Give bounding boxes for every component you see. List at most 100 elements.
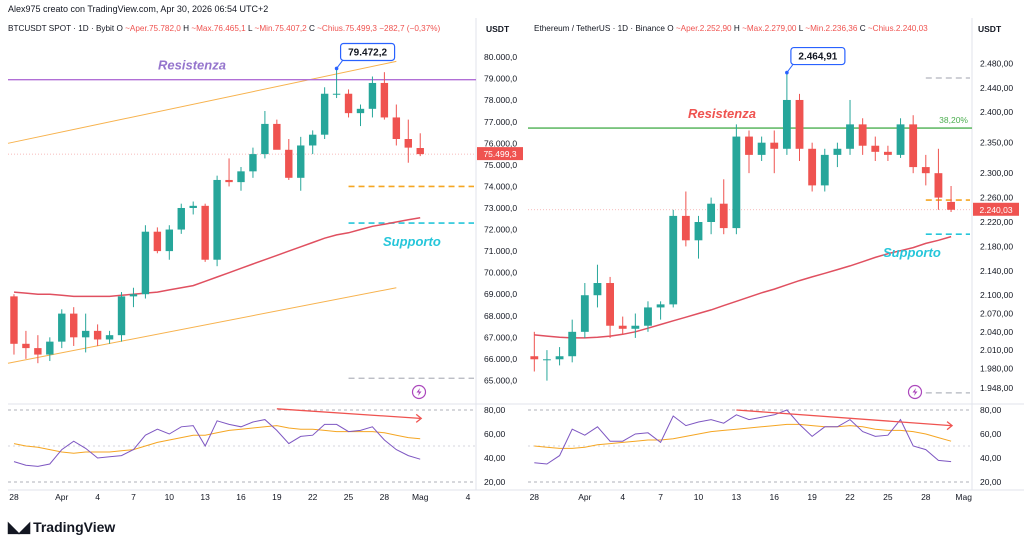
btc-resistance-label: Resistenza: [158, 58, 226, 73]
eth-price-tick: 2.400,00: [980, 107, 1013, 117]
btc-candle-body: [213, 179, 221, 260]
eth-candle: [719, 179, 728, 235]
btc-price-tag: [477, 147, 523, 161]
btc-time-tick: 28: [9, 492, 19, 502]
btc-candle: [261, 110, 269, 159]
eth-chart-pane[interactable]: Ethereum / TetherUS · 1D · Binance O ~Ap…: [528, 18, 1024, 502]
btc-candle-body: [81, 330, 90, 338]
eth-price-tick: 1.948,00: [980, 383, 1013, 393]
btc-candle-body: [117, 296, 126, 336]
btc-candle-body: [10, 296, 18, 344]
eth-candle-body: [694, 222, 703, 241]
brand-name: TradingView: [33, 519, 116, 535]
eth-legend: Ethereum / TetherUS · 1D · Binance O ~Ap…: [534, 24, 928, 33]
btc-callout-text: 79.472,2: [348, 47, 387, 58]
eth-candle-body: [846, 124, 854, 149]
btc-rsi-tick: 20,00: [484, 477, 506, 487]
btc-price-tick: 73.000,0: [484, 203, 517, 213]
eth-candle: [921, 154, 930, 186]
eth-candle: [858, 118, 867, 155]
eth-candle-body: [909, 124, 918, 168]
eth-candle: [618, 316, 627, 335]
eth-candle: [644, 301, 652, 332]
btc-rsi-tick: 40,00: [484, 453, 506, 463]
btc-rsi-tick: 60,00: [484, 429, 506, 439]
btc-price-tick: 65.000,0: [484, 375, 517, 385]
eth-candle: [568, 319, 577, 363]
btc-legend-low-label: L: [248, 24, 255, 33]
btc-lightning-icon: [411, 384, 427, 400]
eth-candle-body: [580, 295, 589, 332]
eth-time-tick: Apr: [578, 492, 591, 502]
eth-price-tick: 2.480,00: [980, 58, 1013, 68]
btc-candle-body: [273, 123, 281, 150]
btc-candle: [237, 167, 245, 191]
tradingview-logo-icon: ◣◢: [8, 519, 30, 536]
btc-price-tick: 75.000,0: [484, 160, 517, 170]
eth-candle-body: [808, 148, 817, 186]
eth-candle: [846, 99, 854, 155]
btc-time-tick: 19: [272, 492, 282, 502]
eth-candle: [833, 142, 842, 168]
eth-candle-body: [530, 356, 539, 360]
btc-candle-body: [380, 82, 389, 118]
eth-candle: [530, 331, 539, 372]
btc-rsi-line: [13, 419, 421, 467]
btc-candle-body: [308, 134, 317, 146]
eth-candle: [808, 142, 817, 192]
btc-lightning-glyph: [416, 388, 422, 396]
eth-support-label: Supporto: [883, 245, 941, 260]
btc-candle-body: [70, 313, 78, 338]
eth-time-tick: 28: [530, 492, 540, 502]
btc-candle-body: [285, 149, 293, 178]
eth-candle: [782, 72, 791, 155]
eth-legend-high: ~Max.2.279,00: [742, 24, 799, 33]
eth-time-tick: 22: [845, 492, 855, 502]
btc-candle-body: [189, 205, 197, 208]
btc-candle-body: [58, 313, 66, 342]
btc-candle: [153, 227, 162, 254]
eth-legend-open-label: O: [667, 24, 676, 33]
eth-time-tick: 28: [921, 492, 931, 502]
eth-price-tick: 2.440,00: [980, 83, 1013, 93]
eth-resistance-label: Resistenza: [688, 106, 756, 121]
btc-price-tick: 67.000,0: [484, 332, 517, 342]
eth-lightning-glyph: [912, 388, 918, 396]
btc-price-tick: 72.000,0: [484, 225, 517, 235]
eth-time-tick: Mag: [955, 492, 972, 502]
eth-candle: [909, 115, 918, 174]
eth-rsi-tick: 80,00: [980, 405, 1002, 415]
eth-candle-body: [631, 325, 640, 329]
btc-candle: [10, 294, 18, 355]
eth-candle: [770, 130, 779, 174]
btc-callout-pointer: [336, 60, 343, 69]
eth-legend-close: ~Chius.2.240,03: [868, 24, 928, 33]
eth-lightning-icon: [907, 384, 923, 400]
btc-price-tick: 68.000,0: [484, 311, 517, 321]
eth-legend-symbol: Ethereum / TetherUS · 1D · Binance: [534, 24, 667, 33]
btc-candle: [344, 89, 353, 118]
eth-price-tag-text: 2.240,03: [979, 205, 1012, 215]
btc-chart-pane[interactable]: BTCUSDT SPOT · 1D · Bybit O ~Aper.75.782…: [7, 18, 528, 502]
btc-candle-body: [261, 123, 269, 155]
btc-candle-body: [153, 231, 162, 252]
eth-candle-body: [896, 124, 905, 155]
eth-time-tick: 4: [620, 492, 625, 502]
btc-candle: [356, 104, 365, 127]
btc-time-tick: Mag: [412, 492, 429, 502]
eth-callout-pointer: [786, 64, 794, 73]
btc-channel-lower-line: [7, 287, 397, 364]
btc-candle: [249, 147, 257, 178]
eth-candle: [681, 191, 690, 247]
eth-rsi-ma-line: [534, 423, 952, 449]
eth-price-tick: 2.040,00: [980, 327, 1013, 337]
btc-time-tick: 7: [131, 492, 136, 502]
btc-price-tick: 80.000,0: [484, 52, 517, 62]
eth-candle-body: [934, 173, 943, 198]
eth-rsi-divergence-arrow: [946, 421, 954, 431]
eth-price-tick: 2.220,00: [980, 217, 1013, 227]
eth-candle: [669, 209, 678, 308]
btc-time-tick: 28: [380, 492, 390, 502]
